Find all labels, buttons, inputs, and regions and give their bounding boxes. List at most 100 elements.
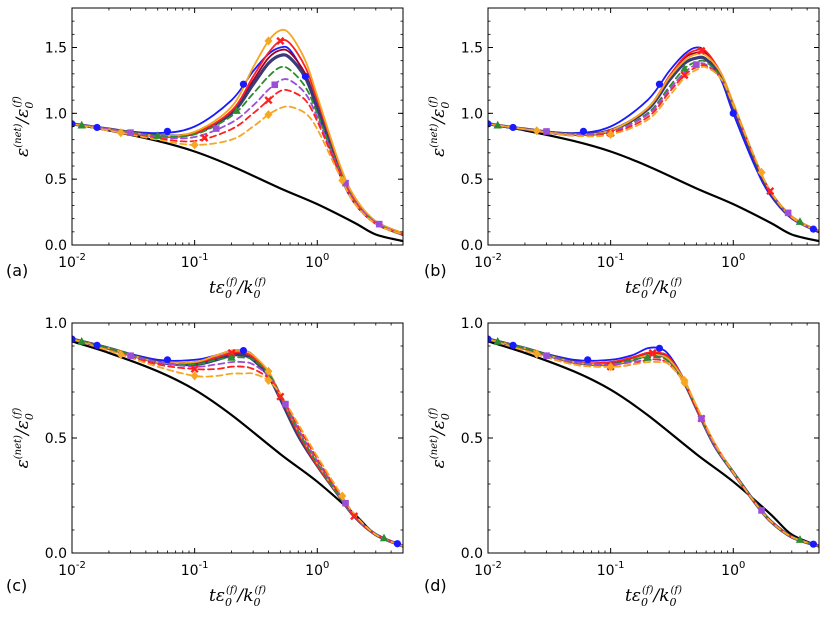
marker-diamond-p2-orange-2: [264, 376, 273, 385]
marker-diamond-p0-orange-0: [264, 36, 273, 46]
panel-3: 0.0 0.5 1.0 10-2 10-1 100 (d) tε0(f)/k0(f) ε(net…: [424, 316, 820, 609]
marker-square-p2-purple-1: [282, 400, 289, 408]
marker-circle-p1-blue-1: [509, 123, 517, 132]
y-tick-label-2-0: 0.0: [45, 546, 67, 562]
y-tick-label-0-0: 0.0: [45, 238, 67, 254]
series-line-orange-dashed-p3: [488, 338, 819, 547]
marker-circle-p3-blue-4: [809, 540, 817, 548]
x-tick-label-0-0: 10-2: [58, 252, 86, 271]
x-axis-label-3: tε0(f)/k0(f): [625, 585, 682, 609]
marker-circle-p1-blue-3: [655, 80, 664, 88]
marker-diamond-p0-orange-1: [190, 140, 199, 150]
series-line-navy-solid-p1: [488, 55, 819, 234]
marker-triangle-p3-green-1: [643, 353, 652, 361]
series-line-orange-solid-p0: [72, 28, 403, 235]
marker-diamond-p1-orange-0: [532, 126, 541, 136]
marker-triangle-p3-green-0: [493, 337, 502, 345]
marker-triangle-p0-green-0: [77, 120, 86, 129]
y-axis-label-3: ε(net)/ε0(f): [428, 408, 452, 469]
y-tick-label-0-3: 1.5: [45, 41, 67, 57]
marker-cross-p2-red-2: [350, 512, 359, 521]
x-tick-label-3-1: 10-1: [597, 560, 625, 579]
marker-triangle-p2-green-2: [379, 533, 389, 542]
marker-circle-p1-blue-4: [729, 109, 737, 117]
marker-cross-p3-red-0: [648, 348, 657, 357]
marker-square-p3-purple-0: [543, 352, 550, 359]
marker-circle-p0-blue-3: [239, 80, 248, 88]
plot-frame-1: [487, 7, 820, 246]
marker-square-p2-purple-0: [127, 352, 134, 359]
panel-0: 0.0 0.5 1.0 1.5 10-2 10-1 100 (a) tε0(f)/k0(f) ε(…: [6, 7, 404, 301]
plot-area-2: [72, 335, 403, 548]
marker-circle-p2-blue-3: [239, 347, 248, 355]
marker-circle-p3-blue-2: [584, 356, 592, 364]
y-tick-label-3-0: 0.0: [461, 546, 483, 562]
series-line-darkred-solid-p0: [72, 48, 403, 236]
series-line-green-dashed-p1: [488, 59, 819, 233]
x-axis-label-2: tε0(f)/k0(f): [209, 585, 266, 609]
series-line-red-solid-p1: [488, 48, 819, 233]
marker-square-p3-purple-2: [758, 507, 765, 514]
series-line-navy-solid-p3: [488, 337, 819, 548]
marker-circle-p2-blue-4: [393, 540, 401, 548]
series-line-darkred-solid-p1: [488, 50, 819, 233]
panel-1: 0.0 0.5 1.0 1.5 10-2 10-1 100 (b) tε0(f)/k0(f) ε(…: [424, 7, 820, 301]
plot-area-3: [488, 335, 819, 548]
marker-square-p1-purple-0: [543, 128, 550, 135]
marker-square-p1-purple-2: [784, 209, 792, 217]
y-tick-label-2-2: 1.0: [45, 316, 67, 332]
x-axis-label-0: tε0(f)/k0(f): [209, 277, 266, 301]
marker-diamond-p0-orange-3: [338, 175, 347, 185]
y-axis-label-0: ε(net)/ε0(f): [12, 96, 36, 157]
series-line-orange-dashed-p0: [72, 105, 403, 236]
series-line-purple-dashed-p1: [488, 62, 819, 233]
series-line-blue-solid-p1: [488, 46, 819, 233]
panel-label-0: (a): [6, 261, 28, 280]
marker-diamond-p1-orange-2: [757, 167, 766, 177]
series-line-darkred-solid-p3: [488, 338, 819, 547]
x-tick-label-2-0: 10-2: [58, 560, 86, 579]
plot-area-1: [488, 46, 819, 243]
series-line-black-solid-p0: [72, 122, 403, 243]
marker-circle-p3-blue-1: [509, 341, 517, 349]
series-line-black-solid-p3: [488, 340, 819, 548]
panel-label-2: (c): [6, 576, 27, 595]
x-tick-label-1-1: 10-1: [597, 252, 625, 271]
marker-cross-p1-red-1: [766, 186, 775, 196]
series-line-orange-solid-p1: [488, 52, 819, 233]
marker-square-p1-purple-1: [693, 61, 700, 68]
series-line-black-solid-p1: [488, 122, 819, 243]
marker-diamond-p2-orange-0: [116, 350, 125, 360]
marker-circle-p0-blue-4: [301, 72, 309, 81]
marker-diamond-p2-orange-3: [338, 491, 347, 501]
marker-circle-p2-blue-2: [163, 356, 172, 364]
y-tick-label-1-2: 1.0: [461, 106, 483, 122]
x-tick-label-2-1: 10-1: [181, 560, 209, 579]
marker-square-p0-purple-0: [127, 129, 134, 136]
marker-diamond-p2-orange-0: [264, 366, 273, 376]
series-line-green-dashed-p0: [72, 65, 403, 236]
marker-circle-p0-blue-0: [72, 120, 76, 128]
marker-diamond-p0-orange-2: [264, 110, 273, 120]
y-tick-label-2-1: 0.5: [45, 431, 67, 447]
marker-circle-p2-blue-1: [93, 341, 101, 349]
series-line-green-dashed-p3: [488, 338, 819, 547]
marker-circle-p3-blue-3: [655, 344, 664, 352]
marker-triangle-p0-green-2: [232, 106, 241, 114]
marker-triangle-p1-green-1: [680, 64, 689, 72]
y-tick-label-0-1: 0.5: [45, 172, 67, 188]
panel-label-3: (d): [424, 576, 447, 595]
series-line-blue-solid-p3: [488, 338, 819, 547]
marker-square-p0-purple-3: [342, 179, 349, 187]
marker-cross-p2-red-0: [227, 348, 236, 357]
x-tick-label-1-0: 10-2: [474, 252, 502, 271]
y-axis-label-2: ε(net)/ε0(f): [12, 408, 36, 469]
marker-circle-p3-blue-0: [488, 335, 492, 343]
panel-label-1: (b): [424, 261, 447, 280]
series-line-orange-dashed-p1: [488, 65, 819, 233]
marker-cross-p0-red-0: [200, 133, 209, 142]
marker-triangle-p2-green-1: [227, 353, 236, 361]
marker-triangle-p1-green-2: [795, 217, 805, 225]
marker-cross-p2-red-0: [190, 364, 199, 374]
